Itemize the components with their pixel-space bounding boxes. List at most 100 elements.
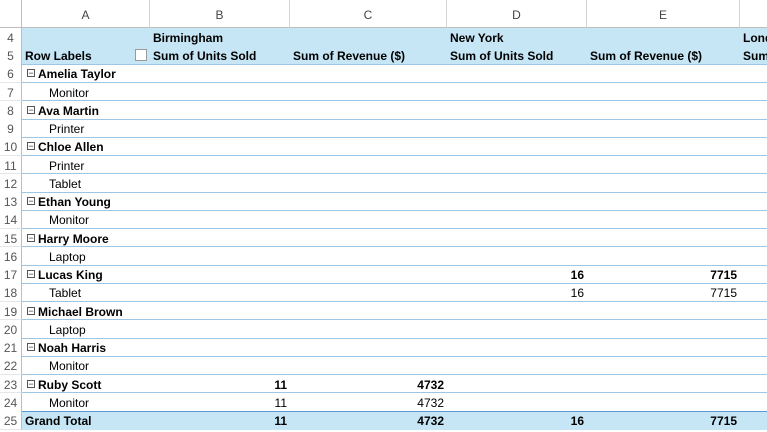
text-cell[interactable]: Tablet	[49, 286, 82, 301]
corner	[0, 0, 22, 28]
row-number[interactable]: 10	[0, 137, 22, 157]
row-band	[22, 156, 767, 175]
row-band	[22, 210, 767, 230]
text-cell[interactable]: Monitor	[49, 359, 90, 374]
value-cell[interactable]: 7715	[710, 286, 737, 301]
column-header[interactable]: D	[447, 0, 587, 28]
row-number[interactable]: 18	[0, 283, 22, 303]
text-cell[interactable]: New York	[450, 31, 504, 45]
text-cell[interactable]: Sum of Revenue ($)	[293, 49, 406, 64]
row-band	[22, 320, 767, 339]
collapse-icon[interactable]: −	[27, 379, 35, 388]
text-cell[interactable]: Michael Brown	[38, 304, 123, 319]
row-band	[22, 137, 767, 157]
row-number[interactable]: 11	[0, 155, 22, 175]
value-cell[interactable]: 4732	[417, 377, 444, 392]
filter-dropdown[interactable]	[135, 49, 147, 62]
collapse-icon[interactable]: −	[27, 142, 35, 151]
text-cell[interactable]: Sum of Revenue ($)	[590, 49, 703, 64]
row-band	[22, 83, 767, 102]
text-cell[interactable]: Sum of Units Sold	[153, 49, 257, 64]
row-band	[22, 64, 767, 84]
value-cell[interactable]: 11	[274, 377, 287, 392]
row-band	[22, 338, 767, 357]
text-cell[interactable]: Noah Harris	[38, 341, 107, 356]
text-cell[interactable]: Harry Moore	[38, 231, 109, 246]
row-number[interactable]: 6	[0, 64, 22, 84]
text-cell[interactable]: Lond	[743, 31, 767, 45]
value-cell[interactable]: 11	[274, 414, 287, 429]
row-number[interactable]: 20	[0, 319, 22, 339]
value-cell[interactable]: 4732	[417, 414, 444, 429]
column-header[interactable]: E	[587, 0, 740, 28]
row-number[interactable]: 14	[0, 210, 22, 230]
text-cell[interactable]: Grand Total	[25, 414, 92, 429]
collapse-icon[interactable]: −	[27, 343, 35, 352]
text-cell[interactable]: Printer	[49, 122, 85, 137]
row-number[interactable]: 16	[0, 246, 22, 266]
text-cell[interactable]: Monitor	[49, 85, 90, 100]
collapse-icon[interactable]: −	[27, 306, 35, 315]
text-cell[interactable]: Ethan Young	[38, 195, 111, 210]
row-number[interactable]: 23	[0, 374, 22, 394]
row-number[interactable]: 17	[0, 265, 22, 284]
collapse-icon[interactable]: −	[27, 105, 35, 114]
row-number[interactable]: 21	[0, 338, 22, 357]
value-cell[interactable]: 7715	[710, 414, 737, 429]
collapse-icon[interactable]: −	[27, 270, 35, 279]
column-header[interactable]: B	[150, 0, 290, 28]
text-cell[interactable]: Chloe Allen	[38, 140, 104, 155]
row-band	[22, 411, 767, 430]
row-band	[22, 375, 767, 394]
row-number[interactable]: 24	[0, 392, 22, 412]
row-number[interactable]: 15	[0, 228, 22, 248]
text-cell[interactable]: Sum of Units Sold	[450, 49, 554, 64]
text-cell[interactable]: Laptop	[49, 322, 86, 337]
text-cell[interactable]: Ava Martin	[38, 103, 99, 118]
row-number[interactable]: 5	[0, 46, 22, 65]
row-number[interactable]: 25	[0, 411, 22, 430]
row-band	[22, 283, 767, 303]
column-header[interactable]	[740, 0, 767, 28]
text-cell[interactable]: Lucas King	[38, 268, 103, 283]
collapse-icon[interactable]: −	[27, 197, 35, 206]
row-band	[22, 192, 767, 211]
row-number[interactable]: 7	[0, 82, 22, 102]
value-cell[interactable]: 4732	[417, 395, 444, 410]
row-number[interactable]: 9	[0, 119, 22, 138]
value-cell[interactable]: 16	[570, 286, 584, 301]
text-cell[interactable]: Monitor	[49, 395, 90, 410]
text-cell[interactable]: Amelia Taylor	[38, 67, 116, 82]
value-cell[interactable]: 11	[274, 395, 287, 410]
value-cell[interactable]: 16	[570, 414, 584, 429]
row-number[interactable]: 8	[0, 100, 22, 120]
value-cell[interactable]: 16	[570, 268, 584, 283]
row-band	[22, 101, 767, 120]
text-cell[interactable]: Monitor	[49, 213, 90, 228]
row-band	[22, 302, 767, 321]
text-cell[interactable]: Printer	[49, 158, 85, 173]
row-number[interactable]: 19	[0, 301, 22, 321]
row-band	[22, 174, 767, 193]
row-band	[22, 28, 767, 47]
text-cell[interactable]: Sum	[743, 49, 767, 64]
value-cell[interactable]: 7715	[710, 268, 737, 283]
row-number[interactable]: 13	[0, 192, 22, 211]
row-band	[22, 247, 767, 266]
text-cell[interactable]: Tablet	[49, 176, 82, 191]
column-header[interactable]: C	[290, 0, 447, 28]
row-band	[22, 229, 767, 248]
row-number[interactable]: 4	[0, 28, 22, 47]
text-cell[interactable]: Row Labels	[25, 49, 92, 64]
row-band	[22, 265, 767, 284]
column-header[interactable]: A	[22, 0, 150, 28]
row-number[interactable]: 12	[0, 173, 22, 193]
row-number[interactable]: 22	[0, 356, 22, 376]
collapse-icon[interactable]: −	[27, 69, 35, 78]
text-cell[interactable]: Laptop	[49, 249, 86, 264]
text-cell[interactable]: Ruby Scott	[38, 377, 102, 392]
text-cell[interactable]: Birmingham	[153, 31, 224, 45]
collapse-icon[interactable]: −	[27, 233, 35, 242]
